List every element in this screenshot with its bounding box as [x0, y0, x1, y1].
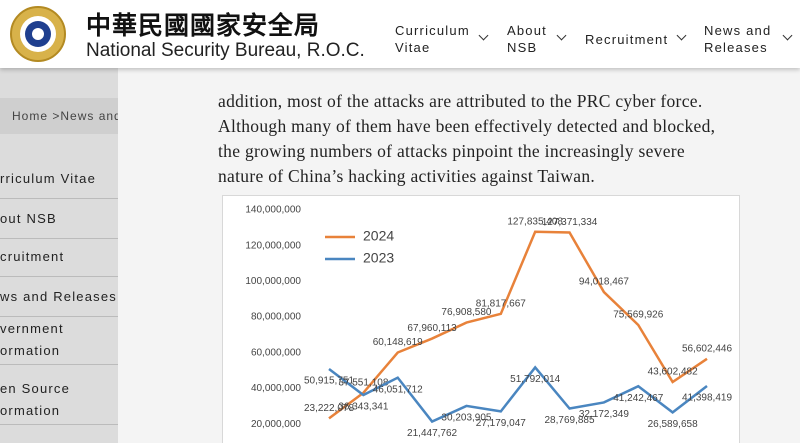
chevron[interactable]: [676, 30, 687, 41]
nav-item[interactable]: News and Releases: [704, 22, 771, 56]
data-label: 27,179,047: [476, 418, 526, 429]
breadcrumb[interactable]: Home >News and: [0, 98, 118, 134]
header: 中華民國國家安全局 National Security Bureau, R.O.…: [0, 0, 800, 68]
data-label: 23,222,078: [304, 403, 354, 414]
sidebar-item[interactable]: cruitment: [0, 238, 118, 277]
sidebar-item[interactable]: en Source ormation: [0, 376, 118, 425]
nav-item[interactable]: Recruitment: [585, 31, 668, 48]
data-label: 41,398,419: [682, 393, 732, 404]
data-label: 76,908,580: [441, 307, 491, 318]
data-label: 46,051,712: [373, 384, 423, 395]
sidebar-text[interactable]: en Source: [0, 381, 71, 396]
data-label: 60,148,619: [373, 337, 423, 348]
sidebar-text[interactable]: rriculum Vitae: [0, 171, 97, 186]
data-label: 43,602,482: [648, 367, 698, 378]
series-line: [328, 230, 708, 420]
data-label: 81,817,667: [476, 298, 526, 309]
article-line: the growing numbers of attacks pinpoint …: [218, 141, 685, 161]
data-label: 127,835,408: [507, 216, 563, 227]
logo[interactable]: [4, 0, 74, 68]
data-label: 26,589,658: [648, 419, 698, 430]
data-label: 51,792,014: [510, 374, 560, 385]
sidebar-item[interactable]: vernment ormation: [0, 316, 118, 365]
nav-text[interactable]: Releases: [704, 40, 768, 55]
data-label: 32,172,349: [579, 409, 629, 420]
sidebar-text[interactable]: out NSB: [0, 211, 57, 226]
sidebar-item[interactable]: out NSB: [0, 200, 118, 239]
nav-text[interactable]: Vitae: [395, 40, 431, 55]
y-tick-label: 20,000,000: [251, 419, 301, 430]
nav-text[interactable]: About: [507, 23, 547, 38]
sidebar-text[interactable]: ormation: [0, 343, 61, 358]
article-line: addition, most of the attacks are attrib…: [218, 91, 703, 111]
y-tick-label: 80,000,000: [251, 312, 301, 323]
nav-text[interactable]: News and: [704, 23, 772, 38]
site-title-en[interactable]: National Security Bureau, R.O.C.: [86, 40, 365, 61]
sidebar-item[interactable]: rriculum Vitae: [0, 160, 118, 199]
sidebar-text[interactable]: ormation: [0, 403, 61, 418]
sidebar: Home >News and rriculum Vitae out NSB crui…: [0, 68, 118, 443]
data-label: 21,447,762: [407, 428, 457, 439]
y-tick-label: 40,000,000: [251, 383, 301, 394]
legend-label: 2023: [363, 250, 394, 266]
y-tick-label: 60,000,000: [251, 347, 301, 358]
sidebar-text[interactable]: cruitment: [0, 249, 65, 264]
data-label: 41,242,467: [613, 393, 663, 404]
chart: 20,000,000 40,000,000 60,000,000 80,000,000…: [222, 195, 740, 443]
sidebar-item[interactable]: ws and Releases: [0, 278, 118, 317]
nav-text[interactable]: NSB: [507, 40, 538, 55]
data-label: 127,371,334: [542, 217, 598, 228]
data-label: 30,203,905: [441, 413, 491, 424]
nav-text[interactable]: Curriculum: [395, 23, 470, 38]
data-label: 94,018,467: [579, 277, 629, 288]
site-title-zh[interactable]: 中華民國國家安全局: [86, 11, 321, 40]
sidebar-text[interactable]: vernment: [0, 321, 64, 336]
y-tick-label: 120,000,000: [245, 240, 301, 251]
legend-label: 2024: [363, 228, 394, 244]
data-label: 37,551,108: [338, 377, 388, 388]
data-label: 67,960,113: [407, 323, 457, 334]
nav-item[interactable]: Curriculum Vitae: [395, 22, 470, 56]
chevron[interactable]: [556, 30, 567, 41]
chevron[interactable]: [478, 30, 489, 41]
series-line: [328, 365, 708, 424]
nav-text[interactable]: Recruitment: [585, 32, 669, 47]
article-line: Although many of them have been effectiv…: [218, 116, 716, 136]
data-label: 50,915,751: [304, 376, 354, 387]
nav-item[interactable]: About NSB: [507, 22, 547, 56]
data-label: 36,343,341: [338, 402, 388, 413]
y-tick-label: 100,000,000: [245, 276, 301, 287]
sidebar-text[interactable]: ws and Releases: [0, 289, 117, 304]
data-label: 56,602,446: [682, 343, 732, 354]
y-tick-label: 140,000,000: [245, 205, 301, 216]
data-label: 28,769,885: [545, 415, 595, 426]
data-label: 75,569,926: [613, 310, 663, 321]
article-line: nature of China’s hacking activities aga…: [218, 166, 596, 186]
chevron[interactable]: [782, 30, 793, 41]
